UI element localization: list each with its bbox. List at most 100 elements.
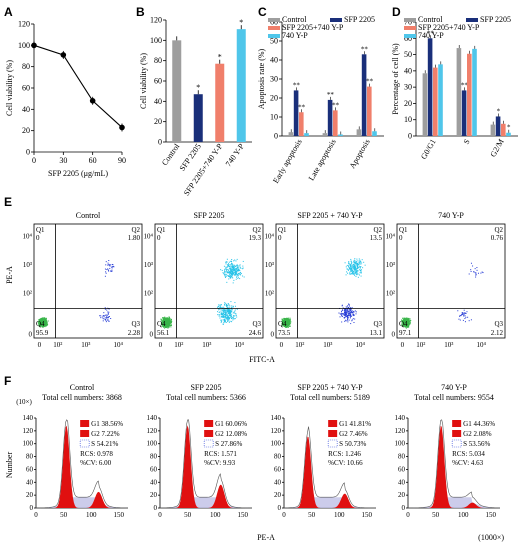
e-event-dot <box>227 272 229 274</box>
e-event-dot <box>356 269 358 271</box>
e-event-dot <box>111 263 113 265</box>
e-event-dot <box>39 321 41 323</box>
e-q1-label: Q1 <box>36 226 45 234</box>
e-event-dot <box>351 273 353 275</box>
e-event-dot <box>220 315 222 317</box>
e-event-dot <box>351 319 353 321</box>
e-event-dot <box>353 265 355 267</box>
e-event-dot <box>108 260 110 262</box>
e-event-dot <box>229 318 231 320</box>
e-event-dot <box>350 314 352 316</box>
e-event-dot <box>356 274 358 276</box>
e-event-dot <box>169 321 171 323</box>
e-event-dot <box>406 326 408 328</box>
e-event-dot <box>358 261 360 263</box>
e-event-dot <box>225 320 227 322</box>
e-event-dot <box>355 270 357 272</box>
e-x-axis-label: FITC-A <box>249 355 275 364</box>
e-event-dot <box>344 262 346 264</box>
e-event-dot <box>229 315 231 317</box>
e-event-dot <box>231 273 233 275</box>
e-event-dot <box>163 322 165 324</box>
e-event-dot <box>229 268 231 270</box>
e-event-dot <box>236 268 238 270</box>
e-x-tick-label: 0 <box>159 341 163 349</box>
e-event-dot <box>288 325 290 327</box>
e-event-dot <box>229 271 231 273</box>
e-event-dot <box>227 313 229 315</box>
e-event-dot <box>161 320 163 322</box>
e-event-dot <box>406 318 408 320</box>
e-event-dot <box>350 266 352 268</box>
e-event-dot <box>405 324 407 326</box>
e-event-dot <box>235 313 237 315</box>
e-event-dot <box>38 325 40 327</box>
c-category-label: Early apoptosis <box>271 138 304 185</box>
e-event-dot <box>353 267 355 269</box>
e-event-dot <box>358 267 360 269</box>
e-event-dot <box>43 320 45 322</box>
e-event-dot <box>233 315 235 317</box>
e-event-dot <box>109 267 111 269</box>
e-event-dot <box>225 268 227 270</box>
d-legend-label: SFP 2205 <box>480 15 511 24</box>
e-x-tick-label: 10² <box>295 341 304 349</box>
e-event-dot <box>281 324 283 326</box>
e-event-dot <box>351 311 353 313</box>
e-event-dot <box>224 321 226 323</box>
e-event-dot <box>287 318 289 320</box>
e-event-dot <box>242 267 244 269</box>
e-event-dot <box>401 321 403 323</box>
e-event-dot <box>353 266 355 268</box>
d-y-tick-label: 20 <box>404 99 412 108</box>
e-event-dot <box>404 325 406 327</box>
f-total-histogram-line <box>159 419 253 509</box>
d-significance-star: * <box>507 124 511 132</box>
e-event-dot <box>162 319 164 321</box>
e-event-dot <box>288 319 290 321</box>
b-bar <box>193 94 203 142</box>
e-event-dot <box>229 272 231 274</box>
e-event-dot <box>231 258 233 260</box>
e-event-dot <box>218 313 220 315</box>
e-event-dot <box>283 325 285 327</box>
e-event-dot <box>164 320 166 322</box>
e-event-dot <box>353 273 355 275</box>
e-event-dot <box>223 320 225 322</box>
f-y-tick-label: 20 <box>398 491 406 499</box>
e-event-dot <box>226 303 228 305</box>
d-bar <box>467 53 472 136</box>
e-event-dot <box>341 315 343 317</box>
e-event-dot <box>233 271 235 273</box>
e-event-dot <box>352 313 354 315</box>
e-event-dot <box>166 321 168 323</box>
e-event-dot <box>235 260 237 262</box>
e-event-dot <box>106 314 108 316</box>
e-q2-label: Q2 <box>373 226 382 234</box>
e-event-dot <box>352 310 354 312</box>
e-event-dot <box>165 318 167 320</box>
b-significance-star: * <box>196 83 200 92</box>
e-event-dot <box>170 324 172 326</box>
e-event-dot <box>220 304 222 306</box>
f-g1-legend-label: G1 44.36% <box>463 420 495 428</box>
e-event-dot <box>232 317 234 319</box>
e-event-dot <box>217 311 219 313</box>
e-event-dot <box>42 321 44 323</box>
e-event-dot <box>106 309 108 311</box>
c-bar <box>322 133 328 136</box>
e-event-dot <box>168 318 170 320</box>
e-event-dot <box>164 321 166 323</box>
a-y-tick-label: 120 <box>18 20 30 29</box>
e-event-dot <box>234 272 236 274</box>
e-event-dot <box>105 264 107 266</box>
e-event-dot <box>355 271 357 273</box>
c-bar <box>361 54 367 136</box>
e-event-dot <box>353 322 355 324</box>
e-event-dot <box>107 311 109 313</box>
e-event-dot <box>410 319 412 321</box>
e-event-dot <box>285 322 287 324</box>
d-category-label: G0/G1 <box>419 138 438 161</box>
e-event-dot <box>463 313 465 315</box>
